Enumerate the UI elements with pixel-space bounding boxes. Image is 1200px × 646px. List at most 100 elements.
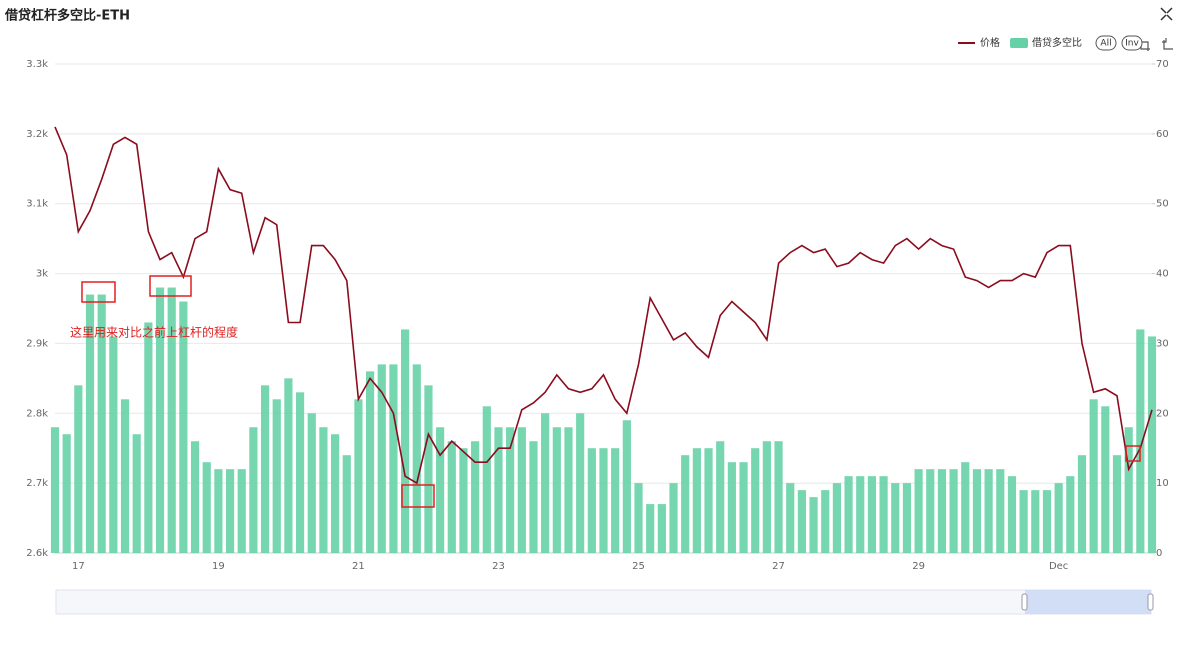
bar (564, 427, 573, 553)
bar (1007, 476, 1017, 553)
legend: 价格 借贷多空比 All Inv (958, 35, 1143, 51)
bar (739, 462, 748, 553)
y-tick-label: 2.8k (26, 408, 48, 419)
bar (797, 490, 806, 553)
bar (494, 427, 503, 553)
bar (260, 385, 270, 553)
x-tick-label: 25 (632, 561, 645, 572)
expand-icon[interactable] (1160, 7, 1173, 21)
legend-swatch (1010, 38, 1028, 48)
bar (996, 469, 1005, 553)
slider-handle[interactable] (1021, 593, 1028, 611)
bar (552, 427, 561, 553)
bar (541, 413, 550, 553)
bar (144, 322, 153, 553)
highlight-box (401, 484, 435, 508)
x-tick-label: 21 (352, 561, 365, 572)
bar (331, 434, 340, 553)
bar (902, 483, 912, 553)
plot-area: 2.6k 2.7k 2.8k 2.9k 3k 3.1k 3.2k 3.3k 0 10 20 30 40 5… (26, 59, 1168, 572)
legend-label[interactable]: 借贷多空比 (1032, 36, 1082, 49)
bar (856, 476, 865, 553)
y-tick-label: 2.6k (26, 548, 48, 559)
bar (354, 399, 363, 553)
x-tick-label: 29 (912, 561, 925, 572)
bar (155, 287, 165, 553)
zoom-slider[interactable] (55, 589, 1154, 615)
bar (237, 469, 246, 553)
bar (1112, 455, 1122, 553)
bar (704, 448, 713, 553)
bar (190, 441, 200, 553)
bar (412, 364, 421, 553)
bar (1147, 336, 1157, 553)
bar (447, 441, 456, 553)
bar (972, 469, 982, 553)
bar (786, 483, 795, 553)
bar (879, 476, 888, 553)
x-tick-label: 27 (772, 561, 785, 572)
slider-handle[interactable] (1147, 593, 1154, 611)
y2-tick-label: 70 (1156, 59, 1169, 70)
bar (984, 469, 993, 553)
bar (716, 441, 725, 553)
bar (611, 448, 620, 553)
bar (482, 406, 491, 553)
bar (1031, 490, 1040, 553)
x-tick-label: 17 (72, 561, 85, 572)
bar (459, 448, 468, 553)
x-tick-label: Dec (1049, 561, 1068, 572)
y2-tick-label: 50 (1156, 199, 1169, 210)
bar (272, 399, 281, 553)
bar (471, 441, 480, 553)
bar (529, 441, 538, 553)
bar (366, 371, 375, 553)
bar (937, 469, 947, 553)
y-tick-label: 2.7k (26, 478, 48, 489)
bar (1136, 329, 1145, 553)
bar (120, 399, 130, 553)
bar (832, 483, 841, 553)
bar (307, 413, 316, 553)
bar (727, 462, 736, 553)
tool-icon[interactable] (1162, 38, 1173, 50)
toggle-button-label[interactable]: Inv (1125, 39, 1139, 49)
bar (1042, 490, 1052, 553)
bar (1077, 455, 1087, 553)
bar (681, 455, 690, 553)
annotation: 这里用来对比之前上杠杆的程度 (70, 325, 238, 340)
bar (97, 294, 106, 553)
toggle-button[interactable] (1095, 35, 1117, 51)
bar (1124, 427, 1133, 553)
slider-track (55, 589, 1152, 615)
bar (132, 434, 141, 553)
y2-tick-label: 0 (1156, 548, 1162, 559)
highlight-box (149, 275, 192, 297)
bar (1101, 406, 1110, 553)
bar (179, 301, 188, 553)
legend-label[interactable]: 价格 (980, 36, 1000, 49)
bar (85, 294, 95, 553)
bar (377, 364, 386, 553)
bar (401, 329, 410, 553)
x-tick-label: 23 (492, 561, 505, 572)
bar (891, 483, 900, 553)
bar (389, 364, 398, 553)
toolbar-icons[interactable] (1139, 38, 1173, 51)
toggle-button[interactable] (1121, 35, 1143, 51)
bar (62, 434, 71, 553)
bar (1089, 399, 1098, 553)
bar (506, 427, 515, 553)
toggle-button-label[interactable]: All (1100, 39, 1111, 49)
bar (622, 420, 631, 553)
bar (634, 483, 643, 553)
bar (657, 504, 666, 553)
bar (342, 455, 351, 553)
bar (214, 469, 223, 553)
slider-window[interactable] (1025, 590, 1151, 614)
bar (587, 448, 596, 553)
bar (284, 378, 293, 553)
bar (109, 336, 118, 553)
bar (809, 497, 818, 553)
